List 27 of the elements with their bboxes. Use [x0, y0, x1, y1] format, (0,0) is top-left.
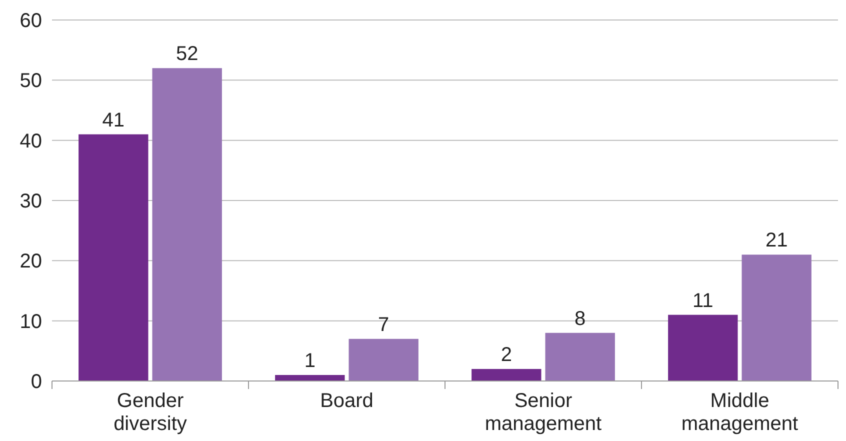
bar: [275, 374, 345, 381]
data-label: 1: [304, 350, 316, 372]
y-tick-label: 40: [20, 130, 42, 152]
y-tick-label: 20: [20, 250, 42, 273]
y-tick-label: 0: [30, 371, 42, 393]
bar: [152, 68, 222, 381]
data-label: 11: [692, 290, 714, 312]
data-label: 21: [765, 230, 788, 252]
x-tick-label: Senior management: [484, 390, 602, 435]
bar: [545, 332, 615, 381]
bar: [472, 368, 542, 381]
x-tick-label: Middle management: [681, 390, 799, 435]
bar: [78, 134, 148, 381]
y-tick-label: 10: [20, 310, 42, 333]
bar: [668, 314, 738, 381]
y-tick-label: 50: [20, 70, 42, 92]
data-label: 41: [102, 109, 125, 132]
y-tick-label: 30: [20, 190, 42, 212]
data-label: 52: [176, 43, 198, 66]
bar: [742, 254, 812, 381]
y-tick-label: 60: [20, 10, 42, 32]
x-tick-label: Gender diversity: [114, 390, 187, 435]
data-label: 2: [500, 344, 512, 366]
data-label: 7: [378, 314, 390, 336]
x-tick-label: Board: [320, 390, 374, 412]
data-label: 8: [574, 308, 586, 330]
bar: [348, 338, 418, 381]
